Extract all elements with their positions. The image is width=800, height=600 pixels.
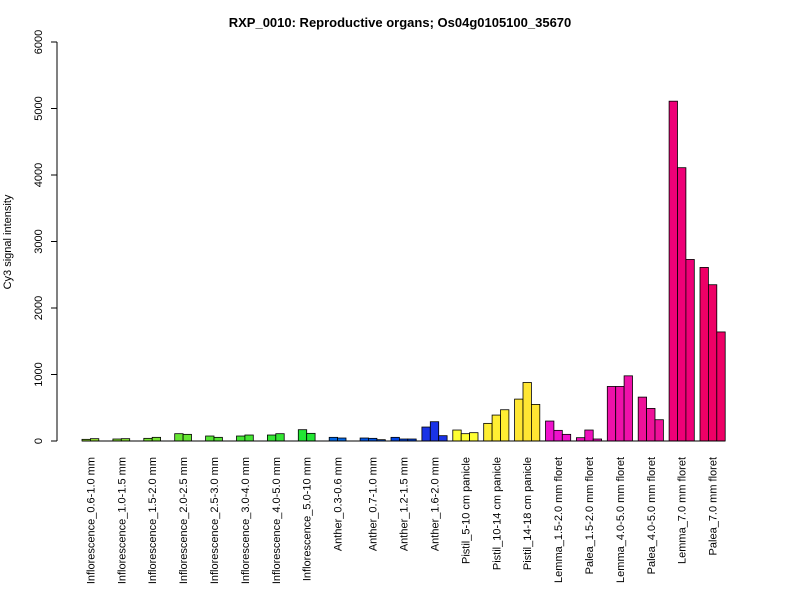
y-axis-title: Cy3 signal intensity [2, 194, 14, 289]
bar [677, 167, 687, 442]
bar [483, 422, 493, 442]
bar [390, 436, 400, 442]
x-axis-labels: Inflorescence_0.6-1.0 mm Inflorescence_1.… [85, 457, 719, 584]
bar [213, 436, 223, 442]
bar [421, 426, 431, 442]
bars [81, 100, 726, 442]
x-tick-label: Palea_7.0 mm floret [708, 457, 720, 555]
bar [637, 396, 648, 442]
bar [297, 429, 308, 442]
bar [668, 100, 678, 442]
x-tick-label: Palea_1.5-2.0 mm floret [584, 457, 596, 574]
x-tick-label: Lemma_1.5-2.0 mm floret [553, 457, 565, 583]
x-tick-label: Inflorescence_4.0-5.0 mm [271, 457, 283, 584]
x-tick-label: Anther_1.2-1.5 mm [399, 457, 411, 551]
x-tick-label: Inflorescence_1.0-1.5 mm [116, 457, 128, 584]
y-tick-label: 2000 [33, 296, 45, 320]
bar [306, 432, 316, 442]
bar [545, 420, 555, 442]
y-tick-label: 4000 [33, 163, 45, 187]
bar [182, 433, 192, 442]
y-tick-label: 6000 [33, 30, 45, 54]
bar [236, 435, 246, 442]
bar [514, 398, 524, 442]
x-tick-label: Inflorescence_2.5-3.0 mm [209, 457, 221, 584]
bar [584, 429, 594, 442]
x-tick-label: Inflorescence_3.0-4.0 mm [240, 457, 252, 584]
bar [623, 375, 633, 442]
bar [244, 434, 254, 442]
bar [328, 436, 339, 442]
bar [654, 419, 664, 442]
y-axis: 0 1000 2000 3000 4000 5000 6000 [33, 30, 58, 444]
x-tick-label: Anther_0.7-1.0 mm [368, 457, 380, 551]
chart-title: RXP_0010: Reproductive organs; Os04g0105… [229, 15, 572, 30]
bar [275, 433, 285, 442]
y-tick-label: 5000 [33, 96, 45, 120]
bar [606, 386, 617, 442]
bar [174, 433, 184, 442]
bar [500, 409, 510, 442]
x-tick-label: Anther_0.3-0.6 mm [333, 457, 345, 551]
bar [531, 404, 541, 442]
bar [522, 382, 532, 442]
bar [429, 421, 440, 442]
bar [205, 435, 215, 442]
bar [438, 435, 448, 442]
bar [646, 408, 656, 442]
bar [452, 429, 462, 442]
x-tick-label: Palea_4.0-5.0 mm floret [646, 457, 658, 574]
y-tick-label: 3000 [33, 229, 45, 253]
bar [615, 386, 625, 442]
bar [491, 414, 501, 442]
bar [151, 436, 161, 442]
bar [716, 331, 726, 442]
x-tick-label: Lemma_4.0-5.0 mm floret [615, 457, 627, 583]
bar [708, 284, 718, 442]
x-tick-label: Inflorescence_5.0-10 mm [302, 457, 314, 581]
bar [561, 433, 572, 442]
bar [685, 259, 695, 442]
bar [469, 432, 479, 442]
bar [553, 429, 563, 442]
x-tick-label: Anther_1.6-2.0 mm [430, 457, 442, 551]
x-tick-label: Inflorescence_0.6-1.0 mm [85, 457, 97, 584]
x-tick-label: Pistil_5-10 cm panicle [460, 457, 472, 564]
x-tick-label: Inflorescence_2.0-2.5 mm [178, 457, 190, 584]
x-tick-label: Lemma_7.0 mm floret [677, 457, 689, 564]
x-tick-label: Inflorescence_1.5-2.0 mm [147, 457, 159, 584]
x-tick-label: Pistil_14-18 cm panicle [522, 457, 534, 570]
y-tick-label: 0 [33, 438, 45, 444]
bar [460, 433, 471, 442]
bar [699, 267, 709, 442]
y-tick-label: 1000 [33, 362, 45, 386]
x-tick-label: Pistil_10-14 cm panicle [491, 457, 503, 570]
bar [266, 434, 277, 442]
